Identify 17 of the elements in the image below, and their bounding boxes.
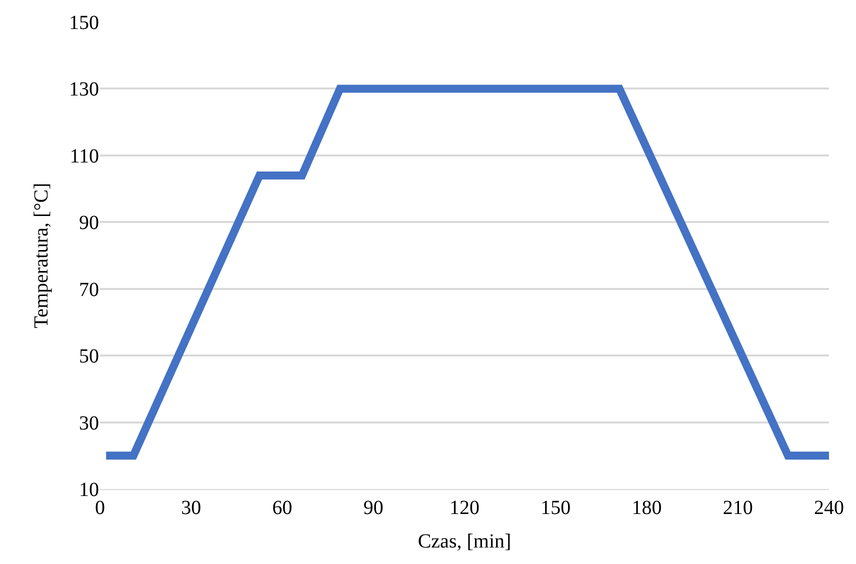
y-axis-title: Temperatura, [°C] xyxy=(30,182,52,328)
y-tick-label: 90 xyxy=(79,212,99,234)
y-tick-label: 70 xyxy=(79,278,99,301)
y-tick-label: 110 xyxy=(70,145,99,168)
x-tick-label: 150 xyxy=(540,497,571,519)
x-tick-label: 90 xyxy=(363,497,384,519)
x-tick-label: 240 xyxy=(814,497,844,519)
x-tick-label: 30 xyxy=(181,497,202,519)
x-tick-label: 180 xyxy=(632,497,662,519)
y-tick-label: 130 xyxy=(69,78,99,101)
y-tick-label: 50 xyxy=(79,346,99,368)
x-tick-label: 60 xyxy=(272,497,292,519)
x-tick-label: 210 xyxy=(722,497,753,519)
x-tick-label: 120 xyxy=(450,497,480,519)
x-axis-title: Czas, [min] xyxy=(418,530,512,552)
y-tick-label: 150 xyxy=(69,12,99,34)
y-tick-label: 30 xyxy=(79,412,99,434)
